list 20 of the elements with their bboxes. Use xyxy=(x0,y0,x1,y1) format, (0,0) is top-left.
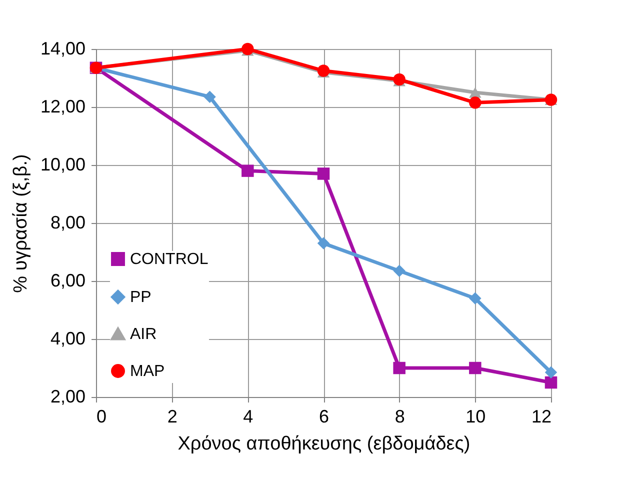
y-tick-label: 10,00 xyxy=(40,154,86,174)
y-tick-label: 14,00 xyxy=(40,38,86,58)
legend-label: AIR xyxy=(130,326,157,343)
y-tick-label: 12,00 xyxy=(40,96,86,116)
y-axis-title: % υγρασία (ξ,β.) xyxy=(10,154,32,293)
y-tick-label: 4,00 xyxy=(50,328,86,348)
x-axis-title: Χρόνος αποθήκευσης (εβδομάδες) xyxy=(178,434,470,454)
y-tick-label: 8,00 xyxy=(50,212,86,232)
y-tick-label: 6,00 xyxy=(50,270,86,290)
legend-label: MAP xyxy=(130,363,165,380)
legend-label: PP xyxy=(130,289,152,306)
x-tick-label: 10 xyxy=(466,406,486,426)
x-tick-label: 0 xyxy=(96,406,107,426)
x-tick-label: 4 xyxy=(243,406,254,426)
y-tick-label: 2,00 xyxy=(50,386,86,406)
x-tick-label: 8 xyxy=(394,406,405,426)
x-tick-label: 12 xyxy=(531,406,552,426)
x-tick-label: 2 xyxy=(167,406,178,426)
legend-label: CONTROL xyxy=(130,251,208,268)
x-tick-label: 6 xyxy=(318,406,330,426)
